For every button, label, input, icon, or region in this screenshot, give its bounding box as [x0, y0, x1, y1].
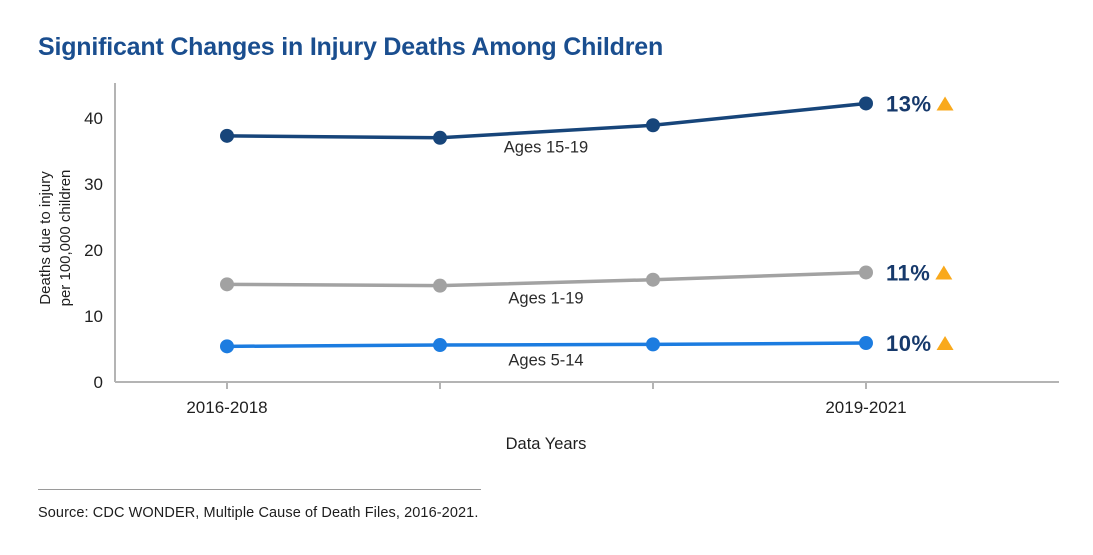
x-tick-label-2016-2018: 2016-2018: [186, 398, 267, 417]
chart-title: Significant Changes in Injury Deaths Amo…: [38, 33, 664, 61]
data-point-ages-15-19-3: [859, 96, 873, 111]
series-line-ages-5-14: [225, 341, 868, 349]
source-divider: [38, 489, 481, 490]
series-label-ages-5-14: Ages 5-14: [508, 352, 583, 370]
series-line-ages-15-19: [225, 101, 868, 140]
x-tick-label-2019-2021: 2019-2021: [825, 398, 906, 417]
data-point-ages-5-14-2: [646, 337, 660, 352]
series-label-ages-15-19: Ages 15-19: [504, 139, 588, 157]
data-point-ages-15-19-1: [433, 130, 447, 145]
y-tick-label-0: 0: [94, 373, 103, 392]
series-line-ages-1-19: [225, 270, 868, 288]
data-point-ages-15-19-2: [646, 118, 660, 133]
line-chart: 0 10 20 30 40 2016-2018 2019-2021 Data Years Dea…: [37, 83, 1059, 453]
up-triangle-icon-ages-15-19: [936, 96, 954, 111]
y-tick-label-40: 40: [84, 109, 103, 128]
data-point-ages-1-19-0: [220, 277, 234, 292]
up-triangle-icon-ages-5-14: [936, 336, 954, 351]
pct-annotation-ages-5-14: 10%: [886, 331, 932, 356]
data-point-ages-1-19-2: [646, 272, 660, 287]
up-triangle-icon-ages-1-19: [935, 265, 953, 280]
data-point-ages-1-19-1: [433, 278, 447, 293]
source-text: Source: CDC WONDER, Multiple Cause of De…: [38, 505, 479, 521]
data-point-ages-5-14-0: [220, 339, 234, 354]
series-label-ages-1-19: Ages 1-19: [508, 290, 583, 308]
y-tick-label-30: 30: [84, 175, 103, 194]
y-axis-title-line-1: Deaths due to injury: [37, 171, 54, 305]
pct-annotation-ages-15-19: 13%: [886, 91, 932, 116]
pct-annotation-ages-1-19: 11%: [886, 260, 930, 285]
y-tick-label-20: 20: [84, 241, 103, 260]
x-axis-title: Data Years: [506, 435, 587, 453]
y-tick-label-10: 10: [84, 307, 103, 326]
y-axis-title-line-2: per 100,000 children: [57, 170, 74, 307]
data-point-ages-1-19-3: [859, 265, 873, 280]
data-point-ages-15-19-0: [220, 128, 234, 143]
data-point-ages-5-14-1: [433, 338, 447, 353]
data-point-ages-5-14-3: [859, 336, 873, 351]
